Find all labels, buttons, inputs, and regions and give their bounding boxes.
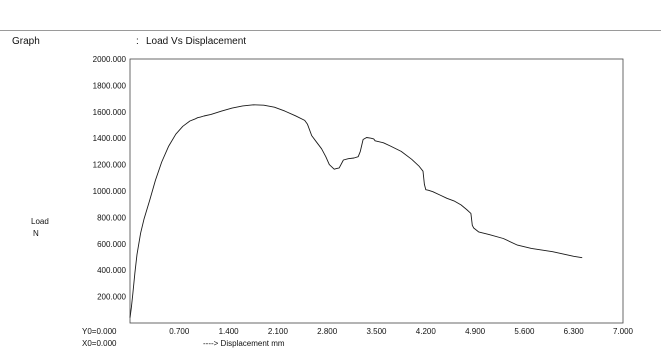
y-tick-label: 1800.000 xyxy=(93,81,127,90)
plot-frame xyxy=(129,58,624,324)
graph-label: Graph xyxy=(12,36,40,47)
y-tick-label: 800.000 xyxy=(97,213,126,222)
x-tick-label: 4.900 xyxy=(465,327,486,336)
x0-label: X0=0.000 xyxy=(82,339,117,348)
graph-title-colon: : xyxy=(136,36,139,47)
x-tick-label: 3.500 xyxy=(366,327,387,336)
x-axis-ticks: 0.700 1.400 2.100 2.800 3.500 4.200 4.900 5.600… xyxy=(169,327,633,336)
x-tick-label: 2.800 xyxy=(317,327,338,336)
y-axis-label-load: Load xyxy=(31,217,49,226)
y-tick-label: 1200.000 xyxy=(93,161,127,170)
graph-title: Load Vs Displacement xyxy=(146,36,247,47)
series-line-load xyxy=(129,104,583,318)
header-divider xyxy=(0,30,661,31)
y-tick-label: 2000.000 xyxy=(93,55,127,64)
x-tick-label: 2.100 xyxy=(268,327,289,336)
y-tick-label: 1400.000 xyxy=(93,134,127,143)
x-tick-label: 6.300 xyxy=(564,327,585,336)
x-axis-label: ----> Displacement mm xyxy=(203,339,285,348)
x-tick-label: 0.700 xyxy=(169,327,190,336)
y-axis-ticks: 2000.000 1800.000 1600.000 1400.000 1200.000… xyxy=(93,55,127,302)
x-tick-label: 5.600 xyxy=(514,327,535,336)
y-tick-label: 600.000 xyxy=(97,240,126,249)
y-tick-label: 400.000 xyxy=(97,266,126,275)
x-tick-label: 1.400 xyxy=(219,327,240,336)
y0-label: Y0=0.000 xyxy=(82,327,117,336)
y-tick-label: 1600.000 xyxy=(93,108,127,117)
x-tick-label: 4.200 xyxy=(416,327,437,336)
y-tick-label: 200.000 xyxy=(97,293,126,302)
y-axis-label-unit: N xyxy=(33,229,39,238)
y-tick-label: 1000.000 xyxy=(93,187,127,196)
x-tick-label: 7.000 xyxy=(613,327,634,336)
